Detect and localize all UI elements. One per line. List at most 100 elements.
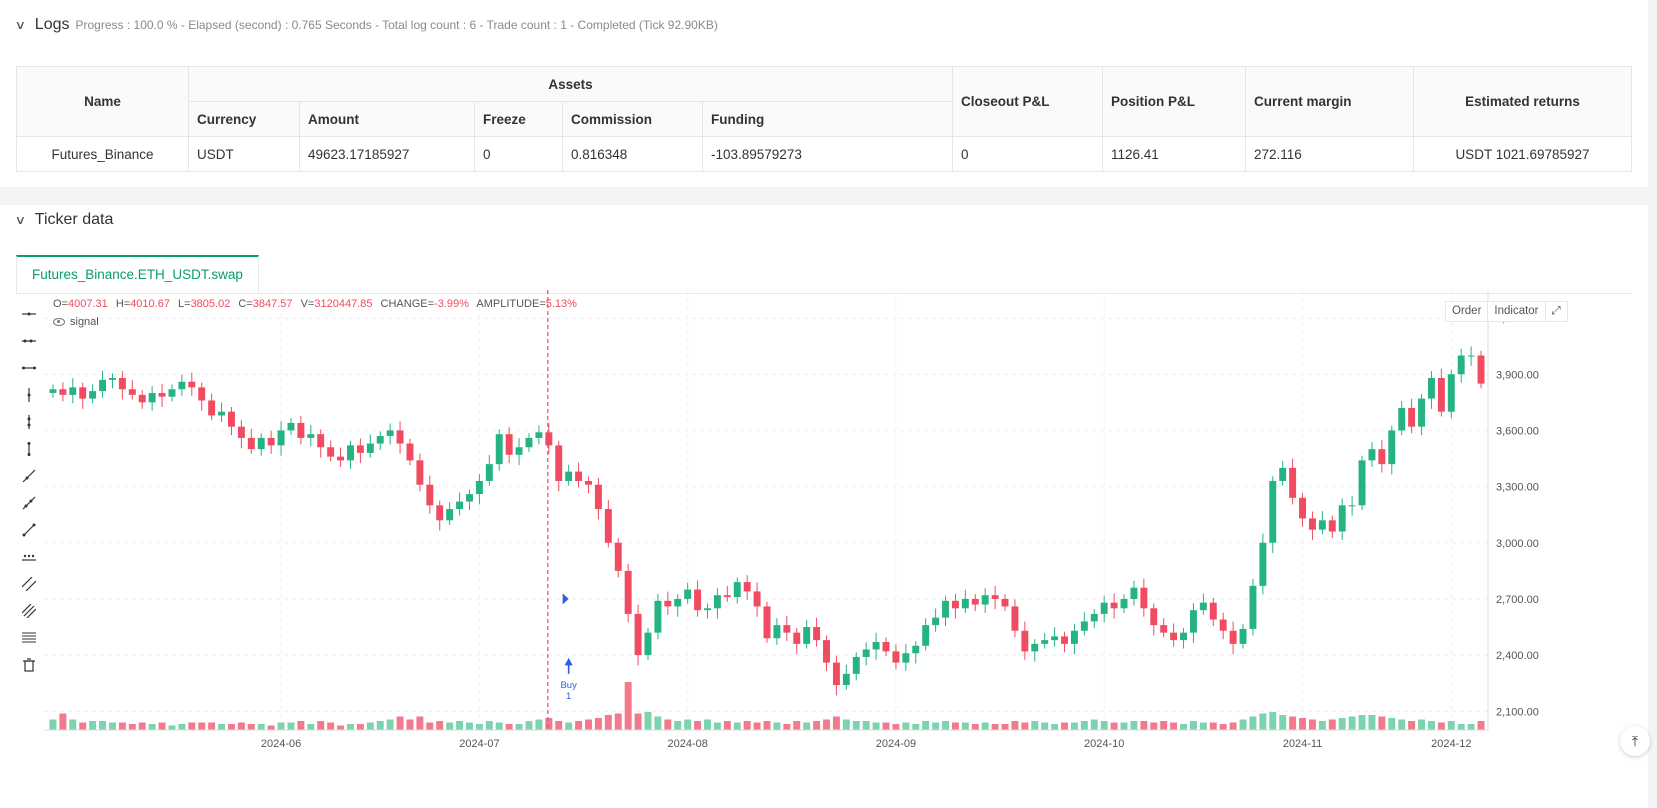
candle-body bbox=[218, 411, 226, 416]
volume-bar bbox=[1110, 722, 1118, 730]
candle-body bbox=[1100, 602, 1108, 614]
logs-header[interactable]: ∨ Logs Progress : 100.0 % - Elapsed (sec… bbox=[14, 16, 718, 34]
eye-icon[interactable] bbox=[53, 318, 65, 326]
candle-body bbox=[842, 673, 850, 686]
open-value: 4007.31 bbox=[67, 298, 108, 310]
volume-bar bbox=[475, 724, 483, 730]
buy-qty-label: 1 bbox=[566, 691, 571, 702]
parallel-channel-icon[interactable] bbox=[18, 570, 40, 597]
ray-line-icon[interactable] bbox=[18, 489, 40, 516]
candle-body bbox=[634, 613, 642, 656]
indicator-button[interactable]: Indicator bbox=[1488, 302, 1546, 321]
candle-body bbox=[1318, 520, 1326, 530]
header-amount: Amount bbox=[299, 101, 475, 137]
candle-body bbox=[317, 434, 325, 448]
vertical-ray-icon[interactable] bbox=[18, 408, 40, 435]
candle-body bbox=[237, 426, 245, 438]
volume-bar bbox=[991, 724, 999, 730]
volume-bar bbox=[1289, 716, 1297, 730]
volume-bar bbox=[267, 725, 275, 730]
candle-body bbox=[446, 509, 454, 521]
volume-bar bbox=[1021, 722, 1029, 730]
volume-bar bbox=[287, 722, 295, 730]
header-funding: Funding bbox=[702, 101, 953, 137]
candle-body bbox=[1279, 467, 1287, 481]
x-tick-label: 2024-07 bbox=[459, 738, 499, 750]
candle-body bbox=[267, 437, 275, 446]
ticker-header[interactable]: ∨ Ticker data bbox=[14, 211, 114, 229]
volume-bar bbox=[1001, 724, 1009, 730]
trend-line-icon[interactable] bbox=[18, 462, 40, 489]
horizontal-ray-icon[interactable] bbox=[18, 327, 40, 354]
candle-body bbox=[1209, 602, 1217, 620]
volume-bar bbox=[436, 721, 444, 730]
candle-body bbox=[674, 598, 682, 607]
candle-body bbox=[971, 598, 979, 605]
volume-bar bbox=[961, 722, 969, 730]
volume-bar bbox=[208, 722, 216, 730]
candle-body bbox=[1408, 407, 1416, 427]
price-line-icon[interactable] bbox=[18, 543, 40, 570]
fibonacci-channel-icon[interactable] bbox=[18, 597, 40, 624]
candle-body bbox=[753, 591, 761, 607]
volume-bar bbox=[664, 719, 672, 730]
change-key: CHANGE= bbox=[380, 298, 435, 310]
header-currency: Currency bbox=[188, 101, 300, 137]
candle-body bbox=[922, 625, 930, 646]
fibonacci-lines-icon[interactable] bbox=[18, 624, 40, 651]
candle-body bbox=[1467, 355, 1475, 357]
candle-body bbox=[1437, 378, 1445, 412]
order-button[interactable]: Order bbox=[1446, 302, 1489, 321]
candle-body bbox=[1130, 587, 1138, 599]
x-tick-label: 2024-12 bbox=[1431, 738, 1471, 750]
candle-body bbox=[852, 656, 860, 674]
volume-bar bbox=[118, 722, 126, 730]
buy-arrow-head bbox=[564, 657, 573, 666]
logs-title: Logs bbox=[34, 16, 70, 33]
volume-bar bbox=[1338, 718, 1346, 730]
volume-bar bbox=[485, 721, 493, 730]
candle-body bbox=[297, 422, 305, 438]
volume-bar bbox=[1130, 721, 1138, 730]
signal-indicator[interactable]: signal bbox=[53, 316, 99, 328]
candle-body bbox=[366, 443, 374, 453]
candle-body bbox=[99, 379, 107, 392]
volume-bar bbox=[872, 722, 880, 730]
candle-body bbox=[783, 625, 791, 633]
chart-grid bbox=[44, 290, 1488, 730]
tab-eth-usdt-swap[interactable]: Futures_Binance.ETH_USDT.swap bbox=[16, 255, 259, 294]
volume-bar bbox=[1041, 722, 1049, 730]
candle-body bbox=[1358, 460, 1366, 506]
candle-body bbox=[823, 640, 830, 663]
candle-body bbox=[436, 505, 444, 521]
ticker-title: Ticker data bbox=[34, 211, 114, 228]
candle-body bbox=[1418, 398, 1426, 427]
volume-bar bbox=[862, 721, 870, 730]
candle-body bbox=[813, 627, 821, 641]
fullscreen-icon[interactable]: ⤢ bbox=[1551, 305, 1561, 317]
candle-body bbox=[247, 437, 255, 450]
y-tick-label: 2,100.00 bbox=[1496, 706, 1539, 718]
horizontal-line-icon[interactable] bbox=[18, 300, 40, 327]
segment-line-icon[interactable] bbox=[18, 516, 40, 543]
back-to-top-button[interactable]: ⤒ bbox=[1620, 726, 1650, 756]
candle-body bbox=[604, 509, 612, 543]
vertical-line-icon[interactable] bbox=[18, 381, 40, 408]
volume-bar bbox=[674, 721, 682, 730]
candle-body bbox=[912, 645, 920, 654]
chevron-down-icon[interactable]: ∨ bbox=[14, 18, 27, 32]
candle-body bbox=[1259, 542, 1267, 586]
horizontal-segment-icon[interactable] bbox=[18, 354, 40, 381]
candle-body bbox=[426, 484, 434, 506]
trash-icon[interactable] bbox=[18, 651, 40, 678]
volume-bar bbox=[713, 722, 721, 730]
candle-body bbox=[594, 484, 602, 510]
candle-body bbox=[961, 598, 969, 609]
vertical-segment-icon[interactable] bbox=[18, 435, 40, 462]
volume-bar bbox=[604, 715, 612, 730]
table-row: Futures_Binance USDT 49623.17185927 0 0.… bbox=[16, 136, 1632, 172]
candle-body bbox=[1398, 407, 1406, 431]
chevron-down-icon[interactable]: ∨ bbox=[14, 213, 27, 227]
volume-bar bbox=[1437, 722, 1445, 730]
